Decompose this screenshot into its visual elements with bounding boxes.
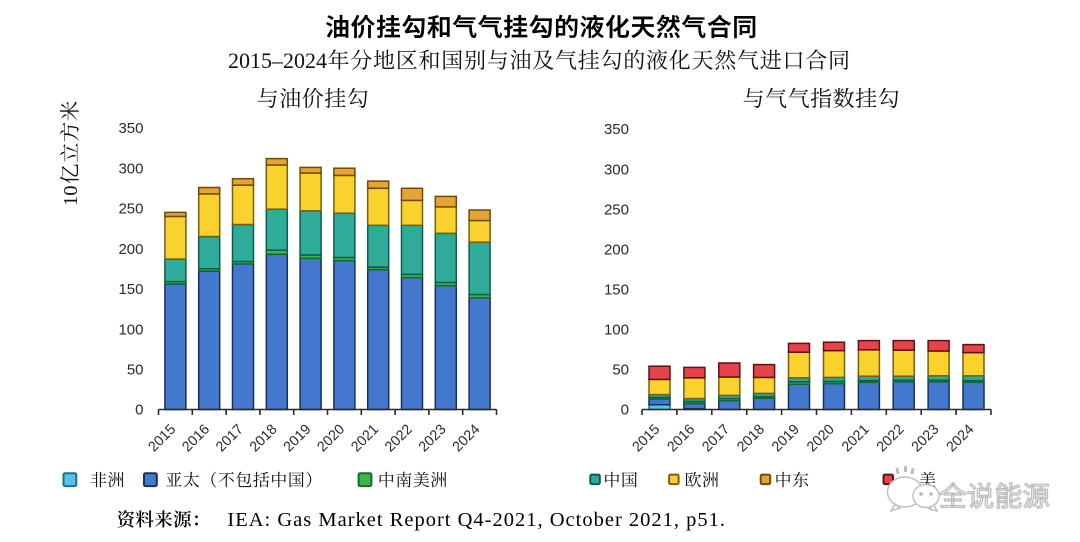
svg-text:IEA: Gas Market Report Q4-2021: IEA: Gas Market Report Q4-2021, October … xyxy=(227,509,726,531)
svg-text:100: 100 xyxy=(118,321,143,338)
svg-text:300: 300 xyxy=(604,161,629,178)
svg-text:0: 0 xyxy=(135,402,143,419)
svg-text:200: 200 xyxy=(604,241,629,258)
svg-text:250: 250 xyxy=(118,201,143,218)
svg-text:10: 10 xyxy=(60,186,82,207)
svg-text:150: 150 xyxy=(604,282,629,299)
svg-text:200: 200 xyxy=(118,241,143,258)
svg-text:250: 250 xyxy=(604,201,629,218)
svg-text:300: 300 xyxy=(118,160,143,177)
svg-text:2015–2024: 2015–2024 xyxy=(228,48,327,73)
svg-text:150: 150 xyxy=(118,281,143,298)
svg-text:50: 50 xyxy=(612,362,629,379)
svg-text:0: 0 xyxy=(621,402,629,419)
svg-text:50: 50 xyxy=(127,362,144,379)
svg-text:100: 100 xyxy=(604,322,629,339)
svg-text:350: 350 xyxy=(118,120,143,137)
svg-text:350: 350 xyxy=(604,121,629,138)
